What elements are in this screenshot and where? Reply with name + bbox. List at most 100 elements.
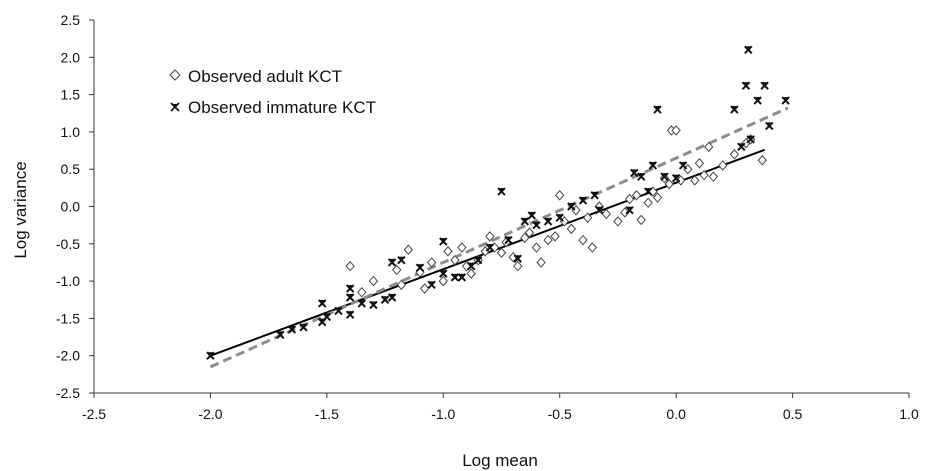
y-tick-label: -2.5	[56, 385, 80, 401]
immature-point	[578, 196, 588, 205]
immature-point	[753, 96, 762, 105]
immature-point	[543, 217, 553, 226]
immature-point	[317, 299, 327, 308]
immature-point	[485, 243, 495, 252]
adult-point	[671, 125, 681, 136]
immature-point	[504, 235, 513, 245]
immature-point	[678, 161, 688, 170]
legend-marker-adult	[169, 69, 181, 81]
immature-point	[334, 306, 343, 316]
immature-point	[746, 135, 755, 144]
y-axis-title: Log variance	[11, 161, 30, 258]
immature-point	[744, 45, 753, 55]
adult-point	[566, 223, 577, 235]
adult-point	[613, 216, 623, 227]
immature-point	[781, 96, 790, 105]
x-tick-label: 1.0	[899, 406, 919, 422]
immature-point	[474, 256, 483, 265]
x-tick-label: 0.5	[783, 406, 803, 422]
immature-point	[206, 351, 215, 360]
adult-point	[357, 287, 367, 298]
adult-point	[550, 231, 560, 242]
immature-point	[730, 105, 739, 114]
immature-point	[345, 310, 355, 319]
immature-point	[387, 293, 397, 302]
immature-point	[397, 256, 406, 265]
immature-point	[357, 299, 366, 308]
immature-point	[457, 273, 467, 282]
fit-line-dashed	[209, 106, 789, 369]
y-tick-label: 2.0	[61, 49, 81, 65]
immature-point	[595, 206, 604, 215]
immature-point	[427, 280, 436, 290]
y-tick-label: -2.0	[56, 348, 80, 364]
adult-point	[520, 232, 530, 244]
immature-point	[345, 284, 355, 293]
immature-point	[513, 254, 523, 263]
immature-point	[345, 293, 355, 302]
legend: Observed adult KCT Observed immature KCT	[169, 67, 376, 117]
immature-point	[439, 269, 448, 278]
immature-point	[467, 261, 476, 271]
adult-point	[443, 246, 453, 257]
immature-point	[555, 213, 564, 222]
adult-point	[485, 231, 495, 242]
immature-point	[527, 211, 536, 220]
immature-point	[737, 142, 746, 152]
adult-point	[578, 234, 588, 246]
x-tick-label: -0.5	[548, 406, 572, 422]
adult-point	[708, 171, 719, 182]
immature-point	[625, 206, 634, 215]
adult-point	[457, 242, 467, 253]
adult-point	[601, 208, 611, 220]
x-tick-label: -1.0	[431, 406, 455, 422]
adult-point	[636, 214, 646, 226]
adult-point	[690, 175, 700, 186]
immature-point	[387, 258, 397, 267]
y-tick-label: 0.5	[61, 161, 81, 177]
data-points	[206, 45, 790, 360]
immature-point	[567, 202, 576, 211]
adult-point	[543, 234, 553, 246]
immature-point	[415, 263, 425, 272]
adult-point	[555, 190, 565, 201]
immature-point	[299, 323, 308, 332]
x-tick-label: -1.5	[315, 406, 339, 422]
immature-point	[532, 220, 541, 230]
adult-point	[438, 275, 448, 287]
adult-point	[718, 160, 728, 171]
adult-point	[664, 178, 674, 190]
adult-point	[524, 227, 535, 238]
adult-point	[582, 212, 593, 223]
adult-point	[624, 193, 635, 205]
immature-point	[760, 81, 769, 90]
x-tick-label: -2.5	[82, 406, 106, 422]
adult-point	[652, 192, 663, 203]
immature-point	[369, 300, 378, 310]
x-tick-label: -2.0	[198, 406, 222, 422]
immature-point	[648, 161, 658, 170]
y-tick-label: -1.0	[56, 273, 80, 289]
immature-point	[287, 325, 297, 334]
legend-label-adult: Observed adult KCT	[188, 67, 342, 86]
y-tick-label: 1.5	[61, 87, 81, 103]
adult-point	[403, 244, 414, 256]
y-tick-label: 2.5	[61, 12, 81, 28]
legend-label-immature: Observed immature KCT	[188, 98, 376, 117]
immature-point	[380, 295, 390, 304]
adult-point	[694, 157, 705, 169]
adult-point	[419, 283, 430, 294]
immature-point	[660, 172, 669, 181]
adult-point	[704, 141, 714, 153]
immature-point	[497, 187, 506, 196]
y-tick-label: -1.5	[56, 310, 80, 326]
immature-point	[643, 187, 653, 196]
immature-point	[630, 168, 639, 178]
immature-point	[637, 172, 646, 181]
immature-point	[439, 237, 448, 246]
immature-point	[741, 81, 751, 90]
y-tick-label: 1.0	[61, 124, 81, 140]
adult-point	[345, 260, 355, 272]
adult-point	[699, 169, 709, 181]
fit-lines	[209, 106, 789, 369]
